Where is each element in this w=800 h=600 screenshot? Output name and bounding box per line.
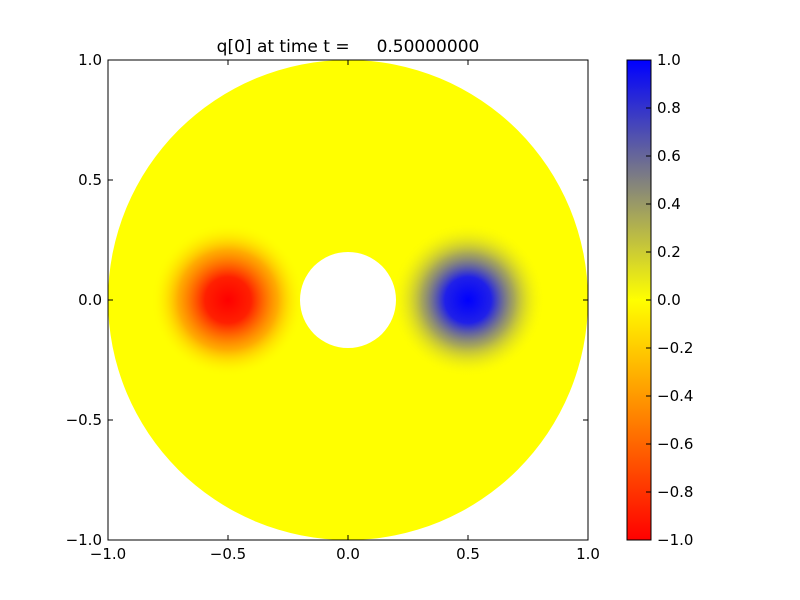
plot-area: −1.0 −0.5 0.0 0.5 1.0 −1.0 −0.5 0.0 0.5 1.0	[66, 51, 600, 563]
x-tick-label: 0.0	[336, 545, 360, 563]
colorbar-tick-label: −0.6	[657, 435, 693, 453]
x-tick-label: 0.5	[456, 545, 480, 563]
colorbar-tick-label: −0.8	[657, 483, 693, 501]
colorbar-tick-label: 0.0	[657, 291, 681, 309]
colorbar-tick-label: 0.4	[657, 195, 681, 213]
colorbar-ticks: −1.0 −0.8 −0.6 −0.4 −0.2 0.0 0.2 0.4 0.6 0.8 1.0	[646, 51, 693, 549]
chart-title: q[0] at time t = 0.50000000	[217, 37, 480, 57]
y-tick-label: 0.5	[78, 171, 102, 189]
colorbar: −1.0 −0.8 −0.6 −0.4 −0.2 0.0 0.2 0.4 0.6 0.8 1.0	[626, 51, 693, 549]
colorbar-tick-label: −0.2	[657, 339, 693, 357]
colorbar-tick-label: 0.8	[657, 99, 681, 117]
y-tick-label: 0.0	[78, 291, 102, 309]
x-tick-label: 1.0	[576, 545, 600, 563]
x-axis: −1.0 −0.5 0.0 0.5 1.0	[90, 60, 600, 563]
y-tick-label: −0.5	[66, 411, 102, 429]
colorbar-tick-label: 0.6	[657, 147, 681, 165]
x-tick-label: −0.5	[210, 545, 246, 563]
y-axis: −1.0 −0.5 0.0 0.5 1.0	[66, 51, 588, 549]
y-tick-label: 1.0	[78, 51, 102, 69]
blue-blob	[391, 223, 545, 377]
red-blob	[151, 223, 305, 377]
colorbar-tick-label: −0.4	[657, 387, 693, 405]
x-tick-label: −1.0	[90, 545, 126, 563]
y-tick-label: −1.0	[66, 531, 102, 549]
colorbar-tick-label: 0.2	[657, 243, 681, 261]
colorbar-tick-label: 1.0	[657, 51, 681, 69]
colorbar-tick-label: −1.0	[657, 531, 693, 549]
